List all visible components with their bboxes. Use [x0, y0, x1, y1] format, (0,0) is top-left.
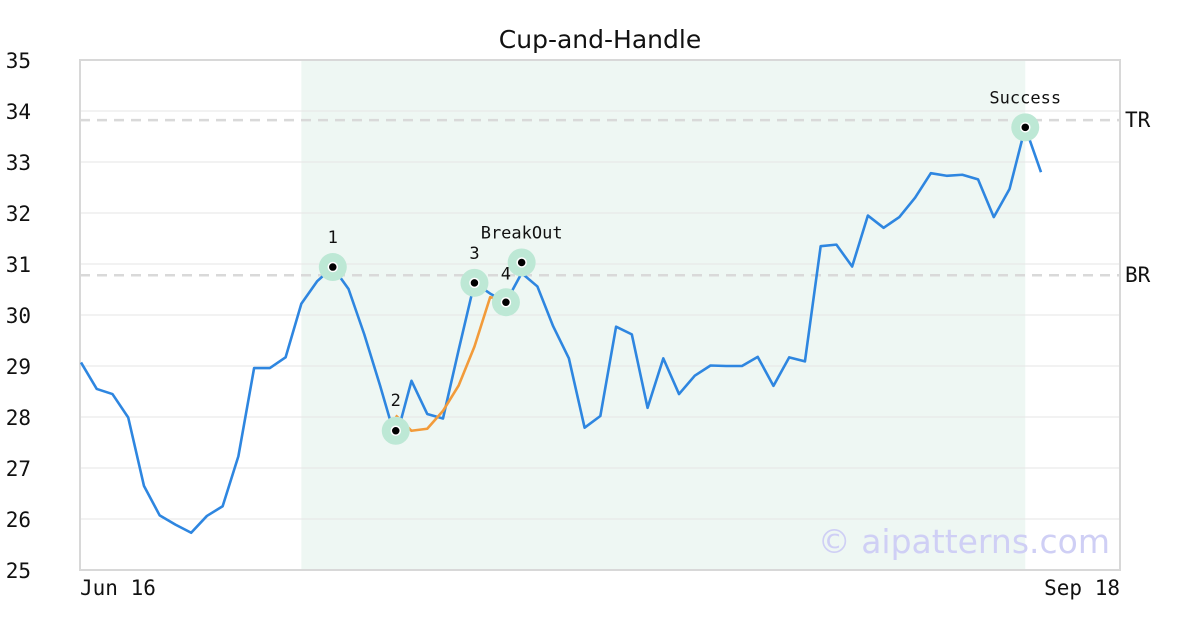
point-dot-4: [500, 297, 512, 308]
chart-title: Cup-and-Handle: [499, 25, 701, 54]
point-label-1: 1: [328, 228, 338, 248]
level-label-br: BR: [1125, 263, 1151, 287]
level-labels: TR BR: [1125, 108, 1151, 287]
y-tick-label-33: 33: [6, 151, 31, 175]
pattern-points: 1 2 3 4 BreakOut Success: [318, 88, 1061, 445]
point-dot-3: [469, 277, 480, 289]
cup-fit-line: [394, 295, 507, 433]
point-dot-2: [390, 425, 402, 437]
y-tick-label-31: 31: [6, 253, 31, 277]
y-tick-label-32: 32: [6, 202, 31, 226]
main-price-line: [79, 126, 1043, 535]
plot-frame: [79, 59, 1121, 571]
x-tick-label-end: Sep 18: [1044, 576, 1120, 600]
y-tick-label-27: 27: [6, 457, 31, 481]
y-tick-label-29: 29: [6, 355, 31, 379]
point-label-4: 4: [501, 264, 511, 284]
y-tick-label-30: 30: [6, 304, 31, 328]
level-lines: [80, 118, 1120, 277]
y-tick-label-35: 35: [6, 49, 31, 73]
y-tick-label-28: 28: [6, 406, 31, 430]
point-label-2: 2: [391, 391, 401, 411]
x-axis-tick-labels: Jun 16 Sep 18: [80, 576, 1120, 600]
y-tick-label-34: 34: [6, 100, 31, 124]
price-series: [79, 126, 1043, 535]
y-tick-label-25: 25: [6, 559, 31, 583]
watermark: © aipatterns.com: [818, 522, 1110, 561]
point-label-success: Success: [989, 88, 1061, 108]
x-tick-label-start: Jun 16: [80, 576, 156, 600]
point-dot-breakout: [516, 257, 527, 268]
level-label-tr: TR: [1125, 108, 1151, 132]
point-dot-1: [327, 261, 339, 273]
point-dot-success: [1020, 122, 1031, 133]
point-label-3: 3: [469, 244, 479, 264]
y-axis-tick-labels: 25 26 27 28 29 30 31 32 33 34 35: [6, 49, 31, 583]
point-label-breakout: BreakOut: [481, 223, 563, 243]
y-tick-label-26: 26: [6, 508, 31, 532]
